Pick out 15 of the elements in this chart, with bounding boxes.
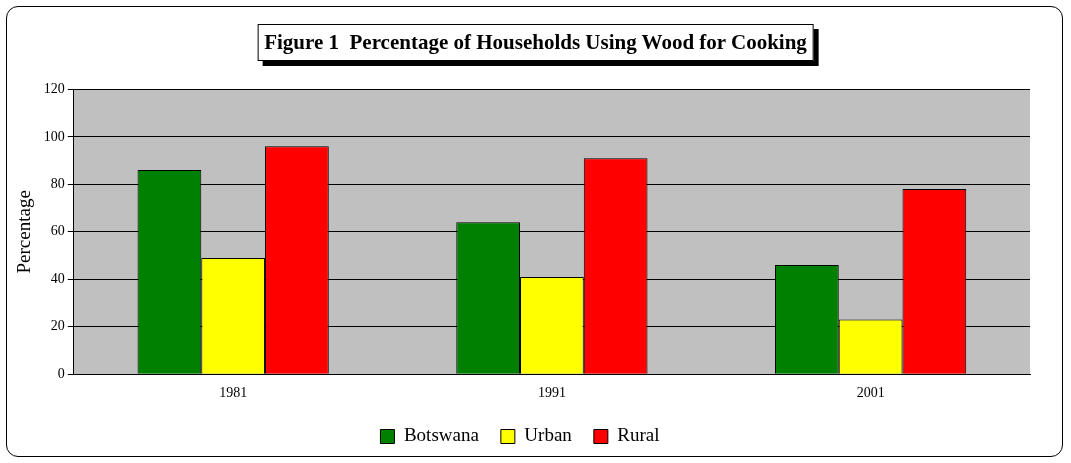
- y-tick-label: 40: [50, 270, 65, 286]
- y-axis-title: Percentage: [13, 190, 35, 274]
- y-tick-label: 60: [50, 223, 65, 239]
- x-tick-label: 1981: [219, 385, 248, 401]
- y-tick-label: 20: [50, 318, 65, 334]
- legend-label: Botswana: [403, 424, 480, 446]
- x-tick-label: 1991: [537, 385, 566, 401]
- y-tick-label: 0: [57, 365, 65, 381]
- legend-label: Urban: [524, 424, 573, 446]
- x-tick-label: 2001: [856, 385, 885, 401]
- chart-title: Figure 1 Percentage of Households Using Wood for Cooking: [257, 24, 814, 61]
- y-tick-label: 100: [43, 128, 65, 144]
- y-tick-label: 120: [43, 81, 65, 97]
- y-tick-label: 80: [50, 176, 65, 192]
- legend-label: Rural: [617, 424, 660, 446]
